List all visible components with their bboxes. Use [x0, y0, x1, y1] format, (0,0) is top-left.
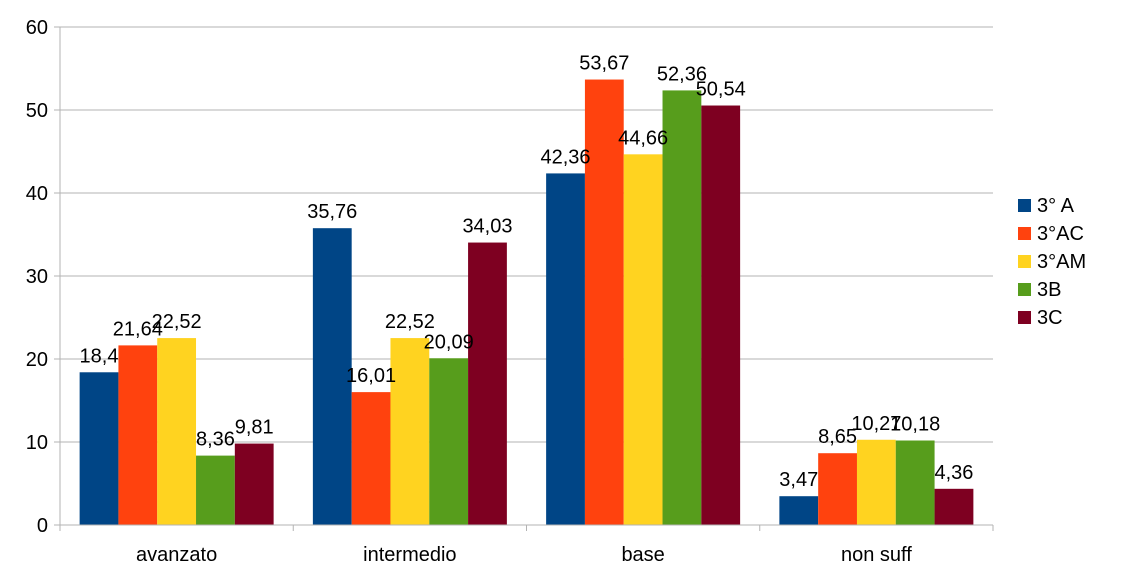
- x-tick-label: avanzato: [136, 544, 217, 566]
- data-label: 9,81: [235, 417, 274, 439]
- y-tick-label: 50: [26, 100, 48, 122]
- data-label: 21,64: [113, 318, 163, 340]
- bar: [79, 372, 119, 525]
- bar: [623, 154, 663, 525]
- bar: [234, 443, 274, 525]
- bar: [351, 392, 391, 525]
- bar: [429, 358, 469, 525]
- bar: [118, 345, 158, 525]
- bar: [895, 440, 935, 525]
- bar: [468, 242, 507, 525]
- legend-label: 3°AC: [1037, 223, 1084, 245]
- bar: [779, 496, 819, 525]
- data-label: 8,65: [818, 426, 857, 448]
- x-tick-label: intermedio: [363, 544, 456, 566]
- data-label: 50,54: [696, 79, 746, 101]
- bar: [856, 439, 896, 525]
- bar: [546, 173, 585, 526]
- data-label: 3,47: [779, 469, 818, 491]
- x-tick-label: base: [621, 544, 664, 566]
- y-tick-label: 30: [26, 266, 48, 288]
- bar: [662, 90, 702, 526]
- bar: [701, 105, 741, 525]
- x-tick-label: non suff: [841, 544, 912, 566]
- y-tick-label: 60: [26, 17, 48, 39]
- bar: [584, 79, 624, 525]
- bar: [934, 488, 974, 525]
- legend-label: 3° A: [1037, 195, 1075, 217]
- bar: [818, 453, 857, 525]
- data-label: 16,01: [346, 365, 396, 387]
- legend-label: 3B: [1037, 279, 1061, 301]
- data-label: 22,52: [385, 311, 435, 333]
- y-tick-label: 10: [26, 432, 48, 454]
- data-label: 34,03: [462, 216, 512, 238]
- y-axis-ticks: 0 10 20 30 40 50 60: [26, 17, 60, 537]
- gridlines: [60, 26, 993, 526]
- y-tick-label: 0: [37, 515, 48, 537]
- legend-swatch: [1018, 311, 1031, 324]
- data-label: 35,76: [307, 201, 357, 223]
- x-axis-labels: avanzato intermedio base non suff: [136, 544, 912, 566]
- legend-swatch: [1018, 227, 1031, 240]
- legend-swatch: [1018, 199, 1031, 212]
- data-label: 44,66: [618, 127, 668, 149]
- data-label: 8,36: [196, 429, 235, 451]
- axes: [59, 27, 994, 531]
- bar: [196, 455, 235, 525]
- data-label: 10,27: [851, 413, 901, 435]
- data-label: 42,36: [540, 146, 590, 168]
- data-label: 52,36: [657, 63, 707, 85]
- data-label: 20,09: [424, 331, 474, 353]
- data-label: 10,18: [890, 414, 940, 436]
- legend-label: 3°AM: [1037, 251, 1086, 273]
- legend: 3° A 3°AC 3°AM 3B 3C: [1018, 195, 1086, 329]
- bar: [390, 338, 430, 525]
- data-label: 4,36: [935, 462, 974, 484]
- y-tick-label: 40: [26, 183, 48, 205]
- data-label: 18,4: [80, 345, 119, 367]
- legend-swatch: [1018, 255, 1031, 268]
- data-label: 53,67: [579, 53, 629, 75]
- bars: [79, 79, 974, 526]
- bar: [312, 228, 352, 525]
- legend-label: 3C: [1037, 307, 1063, 329]
- data-label: 22,52: [152, 311, 202, 333]
- bar: [157, 338, 197, 525]
- legend-swatch: [1018, 283, 1031, 296]
- y-tick-label: 20: [26, 349, 48, 371]
- data-labels: 18,421,6422,528,369,8135,7616,0122,5220,…: [80, 53, 974, 492]
